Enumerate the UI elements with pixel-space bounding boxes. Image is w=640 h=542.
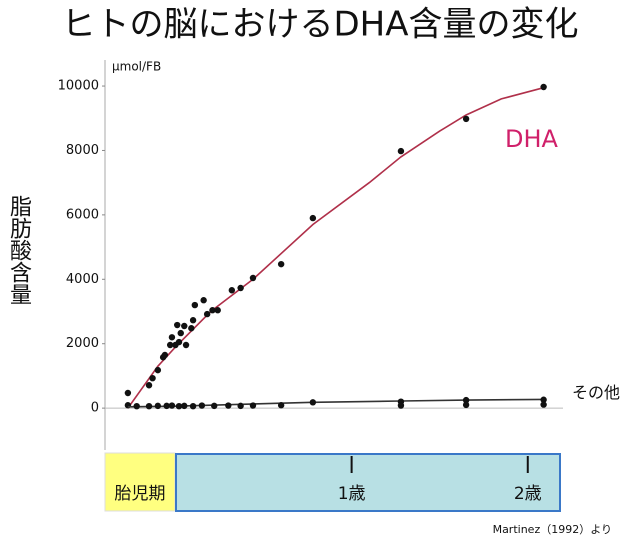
point	[540, 396, 547, 403]
y-tick-label: 4000	[66, 272, 99, 287]
x-tick-label: 1歳	[338, 484, 366, 504]
point	[309, 399, 317, 406]
x-tick-label: 2歳	[514, 484, 542, 504]
point	[211, 402, 218, 410]
y-tick-label: 0	[91, 401, 99, 416]
point	[191, 301, 199, 309]
point	[133, 402, 140, 410]
point	[188, 325, 195, 332]
point	[309, 214, 317, 222]
y-tick-label: 8000	[66, 143, 99, 158]
point	[397, 147, 405, 155]
y-tick-label: 2000	[66, 336, 99, 351]
point	[181, 322, 188, 330]
point	[189, 402, 197, 410]
point	[154, 402, 162, 410]
point	[149, 374, 156, 382]
y-unit: μmol/FB	[112, 60, 161, 74]
curve	[127, 86, 544, 409]
point	[177, 329, 184, 337]
source: Martinez（1992）より	[493, 523, 612, 536]
point	[277, 260, 285, 268]
series-label: その他	[572, 383, 620, 402]
point	[163, 402, 170, 410]
point	[168, 402, 176, 409]
point	[540, 401, 547, 408]
point	[249, 274, 257, 282]
y-tick-label: 10000	[58, 79, 99, 94]
point	[225, 402, 232, 409]
point	[228, 287, 236, 294]
point	[198, 402, 206, 409]
point	[397, 402, 405, 409]
point	[462, 396, 470, 404]
point	[166, 341, 174, 349]
point	[145, 402, 153, 410]
point	[175, 338, 183, 346]
infant-box	[175, 453, 561, 512]
point	[189, 317, 197, 324]
point	[200, 297, 207, 304]
point	[154, 366, 162, 374]
point	[249, 402, 257, 409]
point	[277, 402, 285, 409]
point	[237, 402, 244, 410]
point	[540, 83, 547, 91]
point	[237, 284, 244, 292]
point	[168, 334, 176, 341]
point	[209, 307, 216, 314]
series-label: DHA	[505, 125, 559, 153]
point	[462, 401, 470, 409]
y-axis-label: 脂肪酸含量	[6, 195, 32, 305]
point	[124, 389, 132, 397]
point	[214, 307, 221, 314]
point	[174, 321, 181, 329]
fetal-label: 胎児期	[115, 484, 166, 504]
point	[161, 351, 169, 359]
point	[462, 115, 470, 123]
y-tick-label: 6000	[66, 207, 99, 222]
chart-title: ヒトの脳におけるDHA含量の変化	[61, 5, 578, 45]
point	[175, 402, 183, 410]
point	[181, 402, 188, 410]
point	[203, 310, 211, 318]
point	[182, 341, 190, 349]
point	[145, 382, 153, 389]
